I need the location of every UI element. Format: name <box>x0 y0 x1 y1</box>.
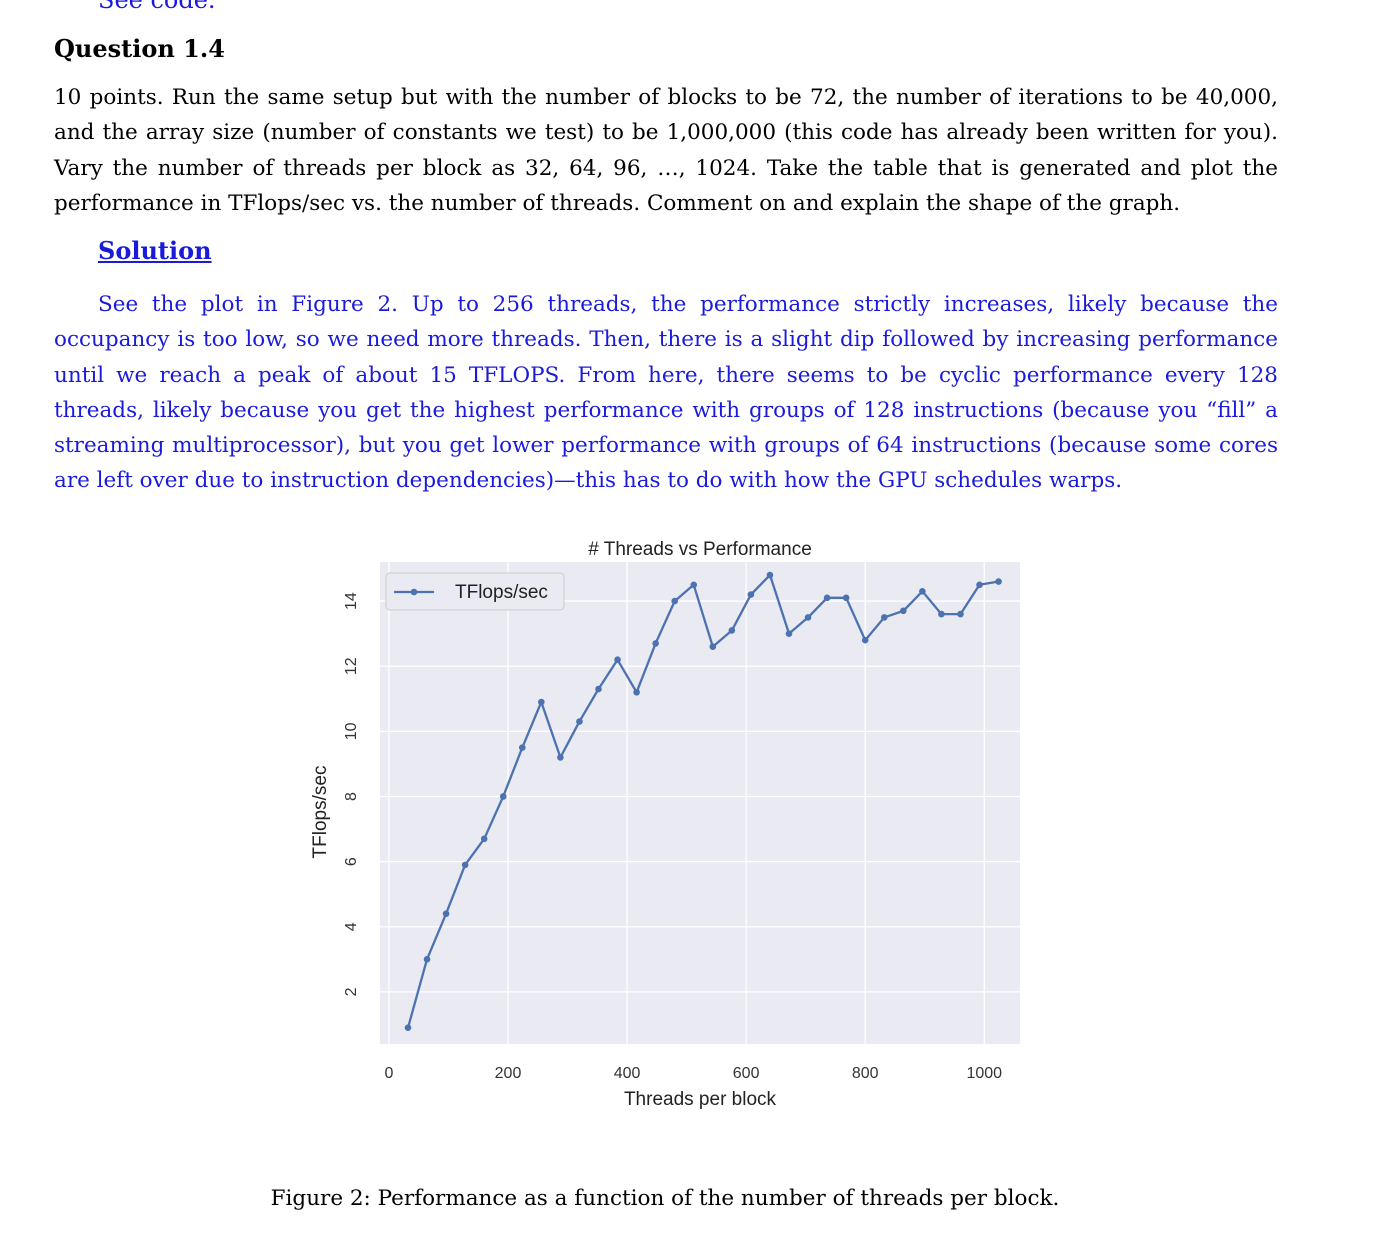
data-point <box>557 754 564 761</box>
data-point <box>633 688 640 696</box>
data-point <box>652 640 659 647</box>
plot-area <box>380 562 1020 1044</box>
data-point <box>900 607 907 615</box>
x-tick-label: 1000 <box>966 1065 1002 1082</box>
data-point <box>785 630 793 637</box>
data-point <box>538 698 545 706</box>
y-tick-labels: 2 4 6 8 10 12 14 <box>343 592 360 996</box>
series-line <box>406 573 999 1029</box>
data-point <box>880 614 888 621</box>
y-tick-label: 4 <box>343 922 360 931</box>
series-points <box>404 571 1002 1032</box>
x-tick-label: 200 <box>495 1065 522 1082</box>
data-point <box>671 597 678 605</box>
x-tick-label: 400 <box>614 1065 641 1082</box>
y-axis-label: TFlops/sec <box>310 766 331 859</box>
legend: TFlops/sec <box>385 572 565 611</box>
legend-label: TFlops/sec <box>455 582 548 603</box>
data-point <box>995 578 1002 585</box>
y-tick-label: 8 <box>343 792 360 801</box>
solution-heading[interactable]: Solution <box>98 236 212 265</box>
data-point <box>595 685 602 693</box>
data-point <box>442 910 450 918</box>
figure-chart: 2 4 6 8 10 12 14 0 200 400 600 800 1000 # Threads v… <box>0 520 1376 1140</box>
data-point <box>957 610 964 618</box>
data-point <box>709 643 717 650</box>
data-point <box>823 594 831 602</box>
data-point <box>842 594 850 602</box>
data-point <box>480 835 488 843</box>
legend-box <box>385 572 565 611</box>
question-heading: Question 1.4 <box>54 34 225 63</box>
data-point <box>728 627 736 634</box>
data-point <box>404 1024 412 1032</box>
threads-performance-chart: 2 4 6 8 10 12 14 0 200 400 600 800 1000 # Threads v… <box>310 539 1020 1110</box>
y-tick-label: 12 <box>343 657 360 675</box>
y-tick-label: 2 <box>343 987 360 996</box>
data-point <box>938 610 945 618</box>
y-tick-label: 10 <box>343 722 360 740</box>
data-point <box>766 571 774 579</box>
y-tick-label: 6 <box>343 857 360 866</box>
data-point <box>690 581 698 589</box>
x-tick-label: 0 <box>384 1065 393 1082</box>
data-point <box>861 636 869 644</box>
data-point <box>499 793 507 800</box>
data-point <box>804 614 812 621</box>
previous-section-tail: See code. <box>98 0 216 14</box>
x-tick-labels: 0 200 400 600 800 1000 <box>384 1065 1002 1082</box>
data-point <box>461 861 469 869</box>
x-tick-label: 600 <box>733 1065 760 1082</box>
data-point <box>919 588 926 595</box>
data-point <box>976 581 983 589</box>
question-body: 10 points. Run the same setup but with t… <box>54 85 1278 216</box>
data-point <box>576 718 583 725</box>
data-point <box>614 656 621 664</box>
y-tick-label: 14 <box>343 592 360 610</box>
x-axis-label: Threads per block <box>624 1089 777 1110</box>
data-point <box>518 744 526 751</box>
solution-body: See the plot in Figure 2. Up to 256 thre… <box>54 292 1278 494</box>
data-point <box>747 591 755 598</box>
data-point <box>423 956 431 963</box>
x-tick-label: 800 <box>852 1065 879 1082</box>
figure-caption: Figure 2: Performance as a function of t… <box>270 1186 1060 1211</box>
chart-title: # Threads vs Performance <box>588 539 812 560</box>
legend-point-marker <box>410 588 418 596</box>
